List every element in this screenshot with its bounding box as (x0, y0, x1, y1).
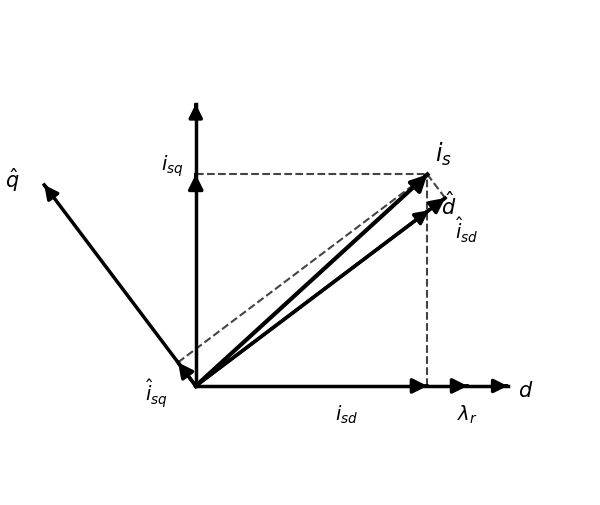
Text: $i_{sd}$: $i_{sd}$ (335, 404, 358, 426)
Text: $\boldsymbol{i_s}$: $\boldsymbol{i_s}$ (436, 141, 452, 168)
Text: $\lambda_r$: $\lambda_r$ (457, 404, 478, 426)
Text: $\hat{i}_{sd}$: $\hat{i}_{sd}$ (455, 216, 479, 245)
Text: $\hat{d}$: $\hat{d}$ (441, 191, 457, 219)
Text: $d$: $d$ (518, 381, 533, 401)
Text: $\hat{q}$: $\hat{q}$ (5, 166, 19, 193)
Text: $i_{sq}$: $i_{sq}$ (161, 154, 184, 179)
Text: $\hat{i}_{sq}$: $\hat{i}_{sq}$ (145, 378, 168, 410)
